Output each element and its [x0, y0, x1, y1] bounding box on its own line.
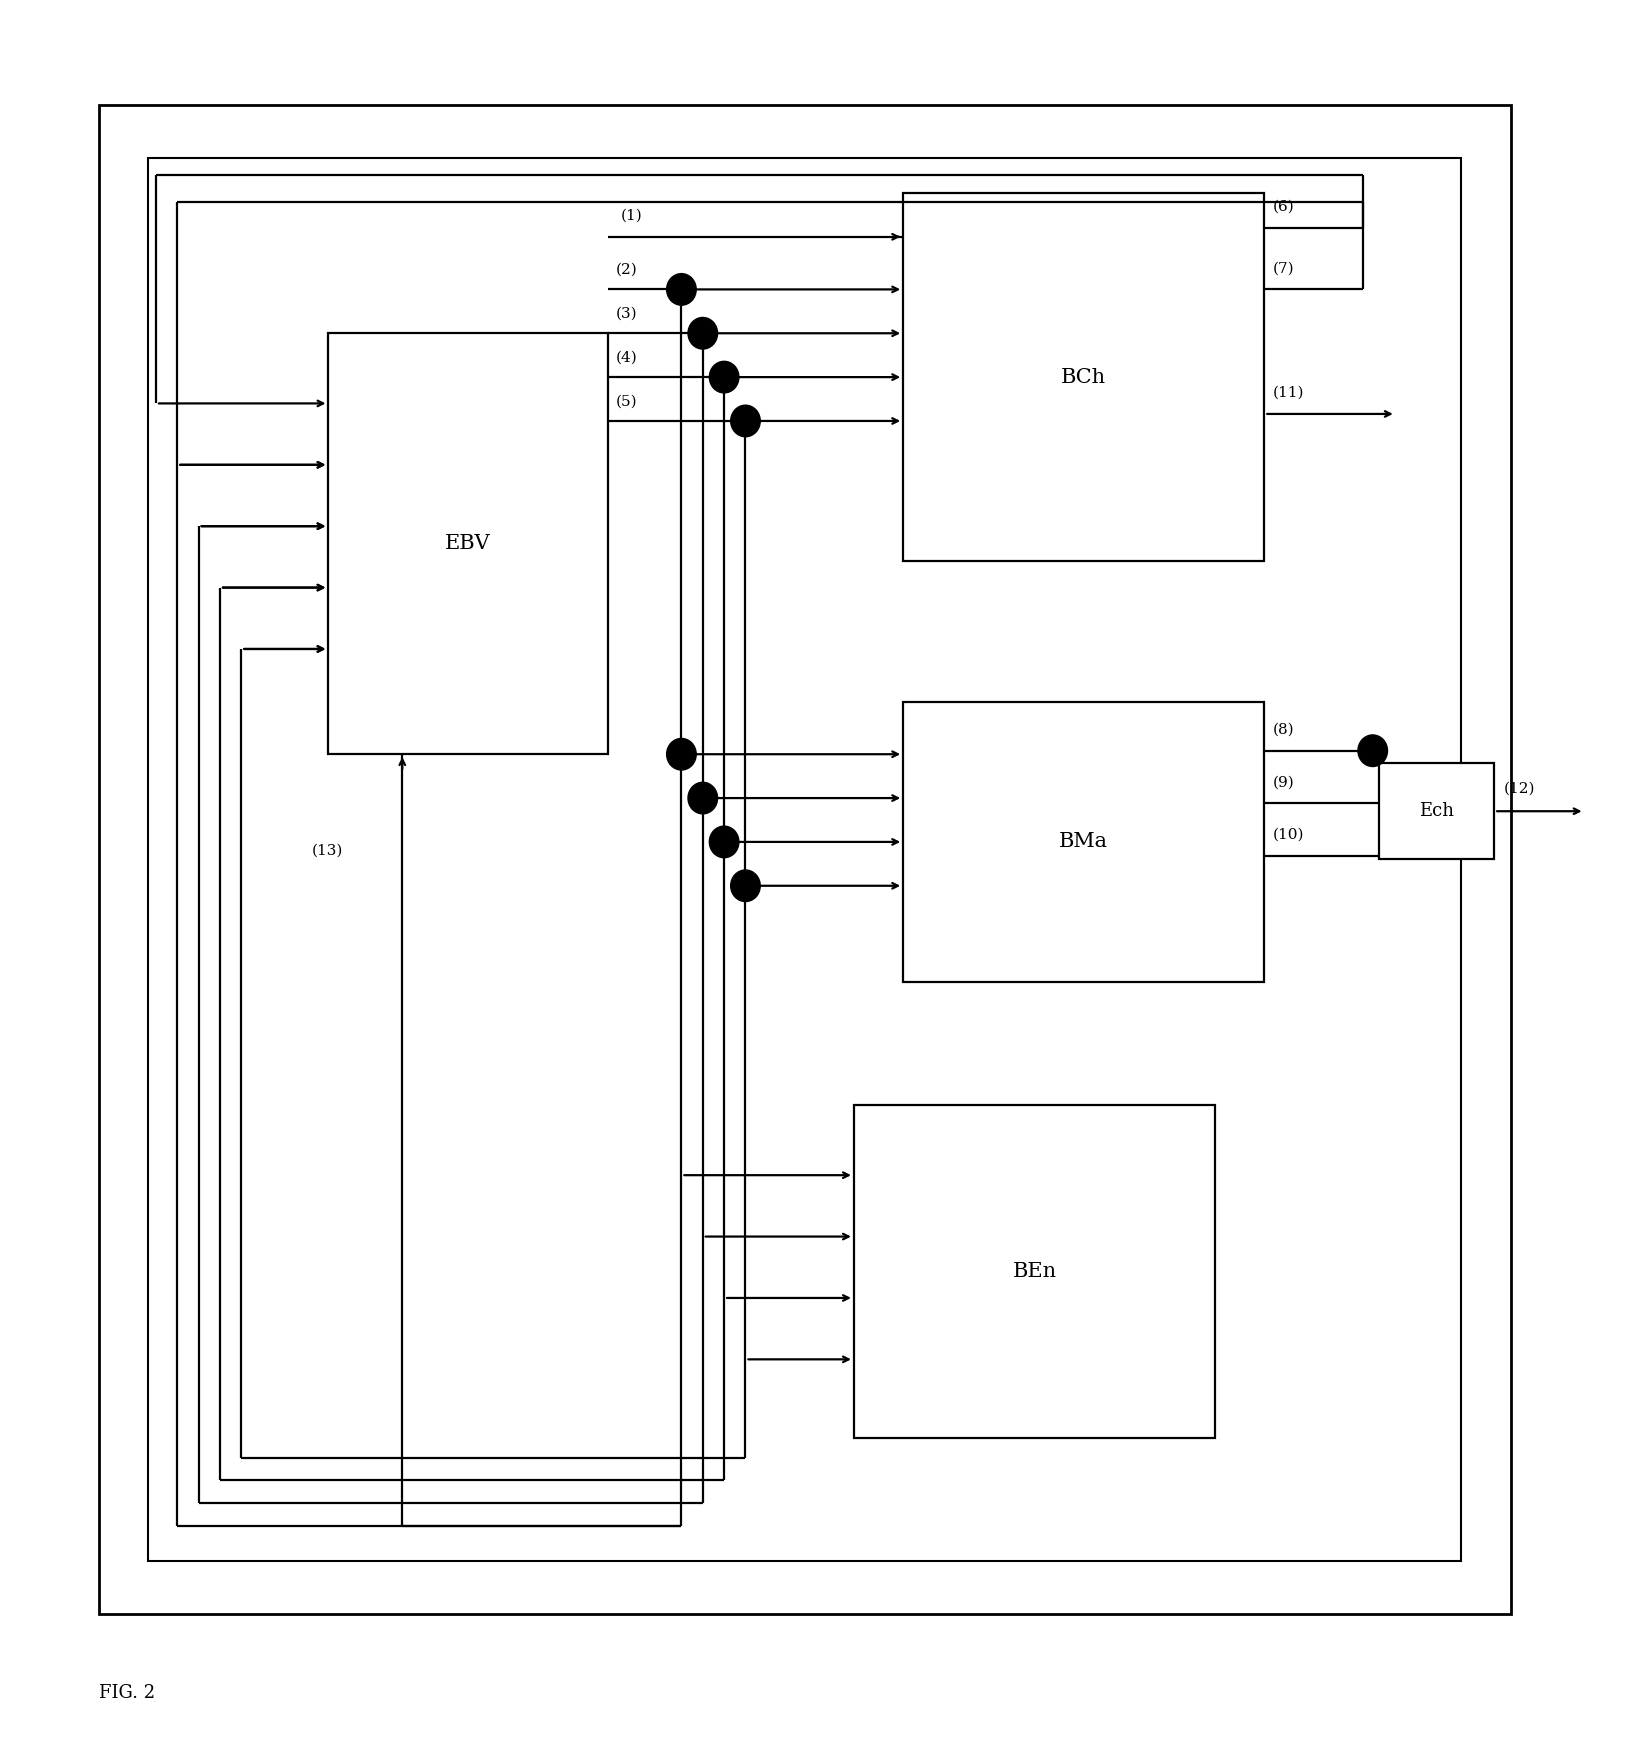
Bar	[903, 193, 1264, 561]
Circle shape	[688, 317, 718, 349]
Text: (13): (13)	[312, 844, 343, 858]
Text: BMa: BMa	[1059, 833, 1108, 851]
Text: (11): (11)	[1273, 386, 1304, 400]
Text: (7): (7)	[1273, 261, 1294, 275]
Circle shape	[731, 870, 760, 902]
Text: (3): (3)	[616, 307, 637, 321]
Text: BCh: BCh	[1061, 368, 1107, 386]
Text: (5): (5)	[616, 395, 637, 409]
Text: (9): (9)	[1273, 775, 1294, 789]
Circle shape	[709, 826, 739, 858]
Bar	[148, 158, 1461, 1561]
Text: (10): (10)	[1273, 828, 1304, 842]
Circle shape	[1358, 735, 1387, 766]
Text: BEn: BEn	[1013, 1263, 1056, 1280]
Text: EBV: EBV	[445, 535, 491, 553]
Text: (6): (6)	[1273, 200, 1294, 214]
Bar	[99, 105, 1511, 1614]
Circle shape	[688, 782, 718, 814]
Bar	[1379, 763, 1494, 859]
Text: (4): (4)	[616, 351, 637, 365]
Text: (8): (8)	[1273, 723, 1294, 737]
Text: (1): (1)	[621, 209, 642, 223]
Circle shape	[667, 274, 696, 305]
Text: FIG. 2: FIG. 2	[99, 1684, 154, 1701]
Text: Ech: Ech	[1419, 802, 1455, 821]
Circle shape	[731, 405, 760, 437]
Bar	[328, 333, 608, 754]
Text: (2): (2)	[616, 263, 637, 277]
Bar	[854, 1105, 1215, 1438]
Text: (12): (12)	[1504, 782, 1535, 795]
Bar	[903, 702, 1264, 982]
Circle shape	[709, 361, 739, 393]
Circle shape	[667, 738, 696, 770]
